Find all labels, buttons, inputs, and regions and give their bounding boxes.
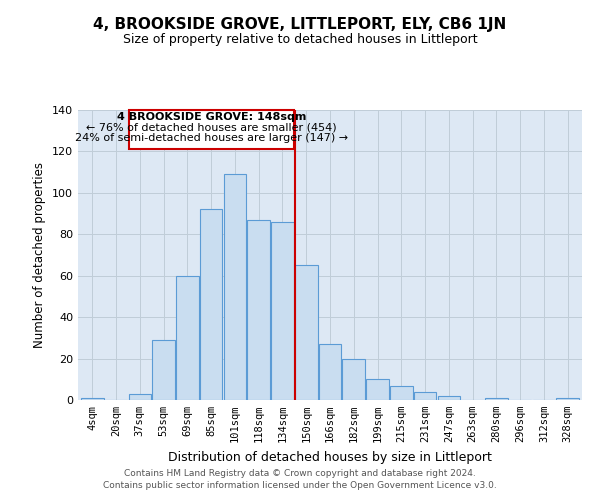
- Bar: [390, 386, 413, 400]
- Bar: [200, 210, 223, 400]
- X-axis label: Distribution of detached houses by size in Littleport: Distribution of detached houses by size …: [168, 450, 492, 464]
- Bar: [295, 266, 317, 400]
- Text: 24% of semi-detached houses are larger (147) →: 24% of semi-detached houses are larger (…: [75, 133, 348, 143]
- Bar: [437, 396, 460, 400]
- Text: ← 76% of detached houses are smaller (454): ← 76% of detached houses are smaller (45…: [86, 122, 337, 132]
- Bar: [343, 358, 365, 400]
- Text: 4 BROOKSIDE GROVE: 148sqm: 4 BROOKSIDE GROVE: 148sqm: [116, 112, 306, 122]
- Bar: [128, 394, 151, 400]
- Bar: [129, 110, 293, 150]
- Text: 4, BROOKSIDE GROVE, LITTLEPORT, ELY, CB6 1JN: 4, BROOKSIDE GROVE, LITTLEPORT, ELY, CB6…: [94, 18, 506, 32]
- Bar: [414, 392, 436, 400]
- Bar: [319, 344, 341, 400]
- Bar: [152, 340, 175, 400]
- Bar: [366, 380, 389, 400]
- Bar: [271, 222, 294, 400]
- Bar: [485, 398, 508, 400]
- Bar: [556, 398, 579, 400]
- Y-axis label: Number of detached properties: Number of detached properties: [34, 162, 46, 348]
- Bar: [224, 174, 246, 400]
- Bar: [176, 276, 199, 400]
- Bar: [81, 398, 104, 400]
- Text: Contains public sector information licensed under the Open Government Licence v3: Contains public sector information licen…: [103, 481, 497, 490]
- Text: Contains HM Land Registry data © Crown copyright and database right 2024.: Contains HM Land Registry data © Crown c…: [124, 468, 476, 477]
- Text: Size of property relative to detached houses in Littleport: Size of property relative to detached ho…: [122, 32, 478, 46]
- Bar: [247, 220, 270, 400]
